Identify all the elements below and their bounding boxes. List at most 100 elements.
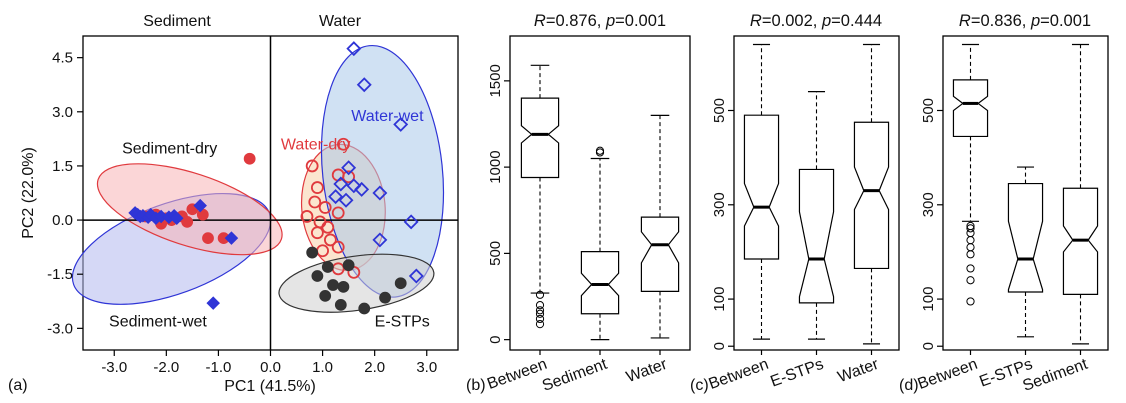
point-water-dry xyxy=(321,220,335,234)
point-sediment-wet xyxy=(169,211,184,226)
point-water-wet xyxy=(393,116,409,132)
point-water-dry xyxy=(308,195,322,209)
point-sediment-wet xyxy=(193,198,207,213)
group-label-water-dry: Water-dry xyxy=(281,137,351,154)
outlier-point xyxy=(535,314,545,324)
pca-y-tick-label: -1.5 xyxy=(47,266,73,283)
point-water-dry xyxy=(331,240,345,254)
point-e-stps xyxy=(394,277,407,290)
box-sediment xyxy=(580,251,620,315)
point-water-wet xyxy=(341,160,357,176)
point-water-wet xyxy=(328,189,344,205)
quadrant-label-sediment: Sediment xyxy=(143,13,211,30)
outlier-point xyxy=(966,297,975,306)
y-tick-label: 500 xyxy=(487,241,504,266)
pca-y-tick-label: -3.0 xyxy=(47,320,73,337)
y-tick-label: 1500 xyxy=(487,64,504,97)
point-sediment-wet xyxy=(224,231,239,245)
group-label-sediment-wet: Sediment-wet xyxy=(109,314,207,331)
pca-x-tick-label: -2.0 xyxy=(153,359,179,376)
point-water-wet xyxy=(333,176,349,192)
y-tick-label: 0 xyxy=(920,342,937,350)
y-tick-label: 0 xyxy=(487,335,504,343)
outlier-point xyxy=(535,309,545,318)
pca-y-tick-label: 3.0 xyxy=(52,104,73,121)
y-tick-label: 100 xyxy=(711,287,728,312)
pca-y-tick-label: 0.0 xyxy=(52,212,73,229)
panel-label-b: (b) xyxy=(466,377,486,394)
box-between xyxy=(743,114,780,260)
pca-scatter-panel: -3.0 -2.0 -1.0 0.0 1.0 2.0 3.0 -3.0 -1.5 0.0 1.5 3.… xyxy=(8,13,459,395)
point-e-stps xyxy=(334,298,347,311)
pca-y-tick-label: 1.5 xyxy=(52,158,73,175)
category-label-water: Water xyxy=(624,356,670,387)
y-tick-label: 100 xyxy=(920,287,937,312)
point-water-wet xyxy=(338,192,354,208)
point-sediment-wet xyxy=(206,296,220,310)
point-water-dry xyxy=(318,201,332,214)
point-sediment-dry xyxy=(202,232,214,245)
box-water xyxy=(853,121,890,270)
category-label-sediment: Sediment xyxy=(540,356,610,395)
quadrant-label-water: Water xyxy=(319,13,362,30)
y-tick-label: 300 xyxy=(920,192,937,217)
y-tick-label: 500 xyxy=(920,98,937,123)
point-water-dry xyxy=(310,181,324,194)
point-water-wet xyxy=(372,185,388,201)
pca-x-tick-label: 3.0 xyxy=(416,359,437,376)
point-e-stps xyxy=(327,279,339,291)
pca-x-tick-label: 2.0 xyxy=(364,359,385,376)
stat-label-b: R=0.876, p=0.001 xyxy=(534,12,666,30)
outlier-point xyxy=(535,320,545,329)
point-sediment-dry xyxy=(243,152,256,165)
point-water-wet xyxy=(346,178,362,194)
point-water-dry xyxy=(300,210,314,223)
pca-x-tick-label: 0.0 xyxy=(260,359,281,376)
point-water-wet xyxy=(356,77,372,93)
point-e-stps xyxy=(379,291,391,304)
point-e-stps xyxy=(319,289,332,302)
point-water-wet xyxy=(372,232,388,248)
box-between xyxy=(520,97,560,179)
point-e-stps xyxy=(306,246,319,259)
point-e-stps xyxy=(311,270,324,282)
box-e-stps xyxy=(1007,182,1044,293)
panel-label-c: (c) xyxy=(690,377,709,394)
outlier-point xyxy=(535,301,545,310)
pca-x-tick-label: -1.0 xyxy=(205,359,231,376)
y-tick-label: 1000 xyxy=(487,150,504,183)
point-water-dry xyxy=(310,226,324,240)
point-water-wet xyxy=(346,41,362,57)
stat-label-c: R=0.002, p=0.444 xyxy=(750,12,882,30)
box-e-stps xyxy=(798,168,835,304)
group-label-sediment-dry: Sediment-dry xyxy=(122,140,217,157)
box-between xyxy=(952,79,989,138)
group-labels: Sediment-dry Sediment-wet Water-dryWater-w… xyxy=(109,108,430,331)
outlier-point xyxy=(966,224,975,233)
point-e-stps xyxy=(342,259,355,272)
y-tick-label: 500 xyxy=(711,98,728,123)
group-label-e-stps: E-STPs xyxy=(375,314,430,331)
panel-label-d: (d) xyxy=(899,377,919,394)
pca-y-axis-label: PC2 (22.0%) xyxy=(20,147,37,239)
outlier-point xyxy=(595,146,605,155)
pca-x-tick-label: -3.0 xyxy=(101,359,127,376)
point-water-dry xyxy=(337,137,350,151)
stat-label-d: R=0.836, p=0.001 xyxy=(959,12,1091,30)
point-sediment-dry xyxy=(181,215,194,228)
category-label-between: Between xyxy=(916,356,980,393)
boxplot-panel-b: R=0.876, p=0.001 0 500 1000 1500 BetweenSedi… xyxy=(466,12,691,395)
category-label-e-stps: E-STPs xyxy=(768,356,826,391)
panel-label-a: (a) xyxy=(8,377,28,394)
group-label-water-wet: Water-wet xyxy=(351,108,424,125)
pca-x-tick-label: 1.0 xyxy=(312,359,333,376)
outlier-point xyxy=(535,290,545,299)
outlier-point xyxy=(966,250,975,259)
point-water-wet xyxy=(403,214,419,230)
category-label-between: Between xyxy=(485,356,549,393)
point-water-dry xyxy=(331,206,345,220)
point-e-stps xyxy=(321,261,334,273)
